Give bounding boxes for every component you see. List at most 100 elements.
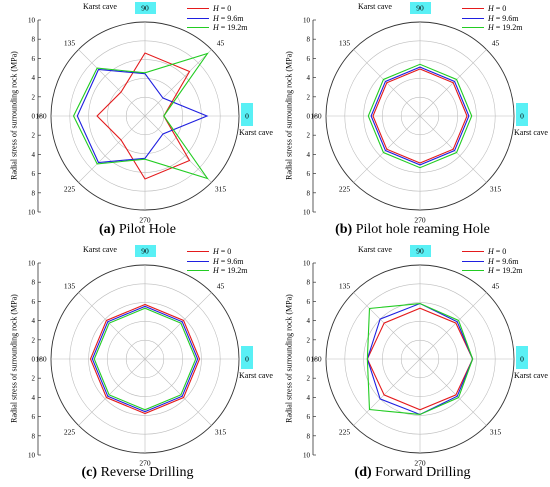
grid-spoke [419, 292, 487, 360]
axis-tick-label: 6 [32, 298, 36, 306]
panel-title: Reverse Drilling [97, 465, 194, 480]
angle-label: 315 [214, 427, 227, 437]
axis-tick-label: 0 [307, 356, 311, 364]
karst-cave-label: Karst cave [514, 128, 548, 137]
axis-tick-label: 2 [32, 336, 36, 344]
karst-cave-label: Karst cave [358, 245, 392, 254]
axis-tick-label: 10 [28, 452, 36, 460]
legend-label: = 19.2m [493, 23, 523, 32]
legend-label: = 9.6m [493, 13, 519, 23]
axis-tick-label: 8 [307, 36, 311, 44]
axis-tick-label: 2 [32, 132, 36, 140]
cave-highlight [516, 103, 528, 126]
chart-panel: 10 8 6 4 2 0 2 4 6 8 10 0 45 90 135 180 225 270 315 Karst c… [0, 243, 275, 486]
angle-label: 0 [520, 111, 524, 121]
series-line [93, 307, 197, 411]
axis-tick-label: 2 [307, 93, 311, 101]
legend-swatch [462, 260, 484, 262]
cave-highlight [241, 346, 253, 369]
angle-label: 90 [416, 246, 424, 256]
legend-swatch [462, 17, 484, 19]
series-line [366, 302, 474, 416]
series-line [91, 305, 199, 413]
legend-swatch [462, 251, 484, 252]
cave-highlight [410, 2, 431, 14]
angle-label: 270 [139, 458, 151, 468]
legend-item: H = 0 [462, 4, 523, 14]
panel-letter: (b) [335, 222, 353, 237]
grid-spoke [144, 358, 212, 426]
panel-letter: (c) [81, 465, 98, 480]
y-axis-title: Radial stress of surrounding rock (MPa) [284, 51, 294, 180]
angle-label: 270 [139, 215, 151, 225]
series-line [72, 52, 209, 180]
y-axis-title: Radial stress of surrounding rock (MPa) [284, 294, 294, 423]
axis-tick-label: 6 [32, 413, 36, 421]
legend-item: H = 9.6m [462, 14, 523, 24]
legend-swatch [187, 260, 209, 262]
legend-variable: H [488, 13, 494, 23]
angle-label: 45 [491, 38, 500, 48]
panel-caption: (a) Pilot Hole [0, 222, 275, 238]
grid-spoke [78, 292, 146, 360]
legend-variable: H [213, 266, 219, 275]
legend-swatch [462, 8, 484, 9]
grid-spoke [78, 115, 146, 183]
legend-variable: H [488, 4, 494, 13]
axis-tick-label: 8 [32, 189, 36, 197]
legend-label: = 0 [493, 247, 507, 256]
radar-chart: 10 8 6 4 2 0 2 4 6 8 10 [303, 17, 515, 217]
y-axis-title: Radial stress of surrounding rock (MPa) [9, 294, 19, 423]
legend-variable: H [213, 256, 219, 266]
radar-chart: 10 8 6 4 2 0 2 4 6 8 10 [303, 260, 515, 460]
grid-spoke [353, 358, 421, 426]
axis-tick-label: 4 [307, 394, 311, 402]
series-line [96, 52, 191, 180]
axis-tick-label: 2 [307, 132, 311, 140]
axis-tick-label: 4 [32, 151, 36, 159]
angle-label: 225 [338, 184, 351, 194]
axis-tick-label: 10 [28, 260, 36, 268]
angle-label: 180 [35, 354, 47, 364]
angle-label: 315 [214, 184, 227, 194]
legend-swatch [462, 27, 484, 28]
grid-spoke [78, 49, 146, 117]
grid-spoke [144, 292, 212, 360]
angle-label: 225 [63, 427, 76, 437]
grid-spoke [78, 358, 146, 426]
angle-label: 45 [216, 38, 225, 48]
axis-tick-label: 4 [32, 74, 36, 82]
axis-tick-label: 0 [32, 113, 36, 121]
radar-chart: 10 8 6 4 2 0 2 4 6 8 10 [28, 260, 240, 460]
angle-label: 180 [35, 111, 47, 121]
angle-label: 0 [245, 354, 249, 364]
axis-tick-label: 6 [32, 170, 36, 178]
axis-tick-label: 2 [307, 336, 311, 344]
cave-highlight [241, 103, 253, 126]
axis-tick-label: 4 [307, 151, 311, 159]
panel-title: Forward Drilling [371, 465, 471, 480]
legend-label: = 9.6m [493, 256, 519, 266]
legend-variable: H [213, 247, 219, 256]
axis-tick-label: 2 [32, 93, 36, 101]
axis-tick-label: 4 [307, 317, 311, 325]
panel-caption: (b) Pilot hole reaming Hole [275, 222, 550, 238]
axis-tick-label: 6 [307, 170, 311, 178]
axis-tick-label: 10 [303, 17, 311, 25]
axis-tick-label: 10 [303, 452, 311, 460]
grid-spoke [419, 358, 487, 426]
legend-swatch [187, 251, 209, 252]
legend-item: H = 0 [187, 4, 248, 14]
axis-tick-label: 8 [32, 432, 36, 440]
chart-panel: 10 8 6 4 2 0 2 4 6 8 10 0 45 90 135 180 225 270 315 Karst c… [275, 0, 550, 243]
series-line [367, 63, 473, 169]
karst-cave-label: Karst cave [239, 371, 273, 380]
karst-cave-label: Karst cave [514, 371, 548, 380]
legend-variable: H [488, 23, 494, 32]
legend-label: = 0 [493, 4, 507, 13]
axis-tick-label: 4 [32, 317, 36, 325]
legend-item: H = 19.2m [187, 23, 248, 33]
angle-label: 135 [338, 281, 351, 291]
y-axis-title: Radial stress of surrounding rock (MPa) [9, 51, 19, 180]
